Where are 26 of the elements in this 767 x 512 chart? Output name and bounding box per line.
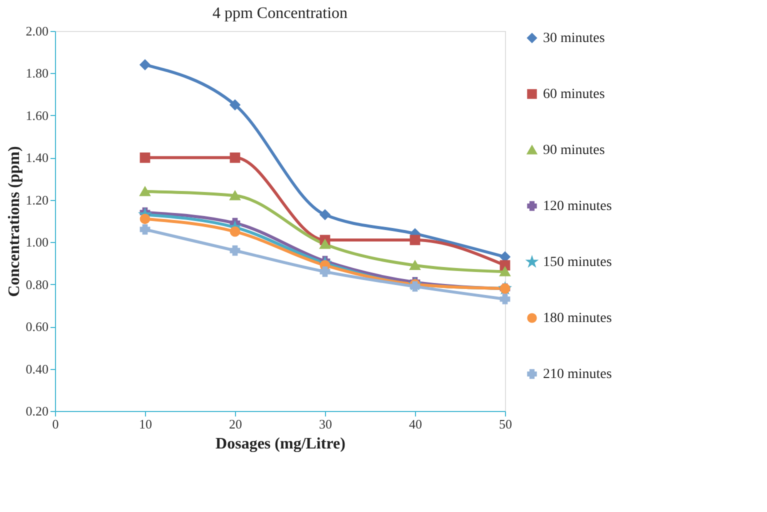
y-tick-label: 1.40 bbox=[26, 150, 48, 166]
y-tick-label: 2.00 bbox=[26, 24, 48, 38]
legend-label: 150 minutes bbox=[543, 255, 612, 270]
legend-label: 60 minutes bbox=[543, 87, 605, 102]
y-tick-label: 0.20 bbox=[26, 404, 48, 418]
y-tick-label: 0.40 bbox=[26, 361, 48, 376]
y-tick-label: 1.00 bbox=[26, 234, 48, 250]
x-tick-label: 20 bbox=[229, 416, 242, 432]
x-tick-label: 0 bbox=[52, 416, 59, 432]
legend-label: 30 minutes bbox=[543, 31, 605, 46]
x-tick-label: 40 bbox=[409, 416, 422, 432]
y-tick-label: 1.20 bbox=[26, 192, 48, 208]
y-axis-title: Concentrations (ppm) bbox=[6, 146, 23, 297]
y-tick-label: 1.80 bbox=[26, 66, 48, 81]
y-tick-label: 1.60 bbox=[26, 108, 48, 123]
y-tick-label: 0.60 bbox=[26, 319, 48, 334]
chart-title: 4 ppm Concentration bbox=[212, 5, 348, 22]
x-tick-label: 50 bbox=[499, 416, 512, 432]
legend-label: 120 minutes bbox=[543, 199, 612, 214]
x-tick-label: 10 bbox=[139, 416, 152, 432]
legend-label: 210 minutes bbox=[543, 367, 612, 382]
x-axis-title: Dosages (mg/Litre) bbox=[216, 436, 346, 452]
legend-label: 90 minutes bbox=[543, 143, 605, 158]
legend-label: 180 minutes bbox=[543, 311, 612, 326]
x-tick-label: 30 bbox=[319, 416, 332, 432]
y-tick-label: 0.80 bbox=[26, 276, 48, 292]
